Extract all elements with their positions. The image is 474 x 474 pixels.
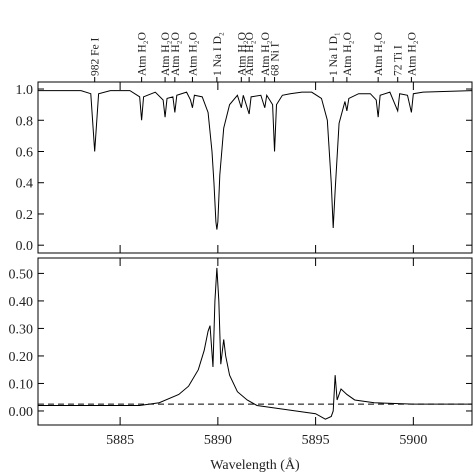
annotation: Atm H₂O xyxy=(137,32,149,76)
annotation: Atm H₂O xyxy=(236,32,248,76)
x-tick-label: 5900 xyxy=(399,433,427,448)
annotation: Atm H₂O xyxy=(170,32,182,76)
x-tick-label: 5895 xyxy=(302,433,330,448)
y-tick-label: 0.40 xyxy=(9,295,34,310)
x-axis-label: Wavelength (Å) xyxy=(210,457,300,473)
annotation: Atm H₂O xyxy=(187,32,199,76)
annotation: Atm H₂O xyxy=(260,32,272,76)
annotation: Atm H₂O xyxy=(244,32,256,76)
bottom-panel-frame xyxy=(37,257,473,426)
y-tick-label: 0.20 xyxy=(9,350,34,365)
annotation: Atm H₂O xyxy=(160,32,172,76)
y-tick-label: 0.50 xyxy=(9,267,34,282)
annotation: 1 Na I D₁ xyxy=(328,32,340,76)
y-tick-label: 1.0 xyxy=(16,83,34,98)
y-tick-label: 0.00 xyxy=(9,405,34,420)
annotation: 1 Na I D₂ xyxy=(212,32,224,76)
top-panel-frame xyxy=(37,81,473,254)
y-tick-label: 0.10 xyxy=(9,377,34,392)
y-tick-label: 0.8 xyxy=(16,114,34,129)
annotation: Atm H₂O xyxy=(342,32,354,76)
annotation: Atm H₂O xyxy=(373,32,385,76)
x-tick-label: 5885 xyxy=(106,433,134,448)
spectrum-line xyxy=(38,90,473,230)
x-tick-label: 5890 xyxy=(204,433,232,448)
y-tick-label: 0.4 xyxy=(16,177,34,192)
y-tick-label: 0.30 xyxy=(9,322,34,337)
y-tick-label: 0.6 xyxy=(16,145,34,160)
annotation: 72 Ti I xyxy=(393,45,405,76)
annotation: Atm H₂O xyxy=(406,32,418,76)
annotation: 982 Fe I xyxy=(90,38,102,77)
annotation: 68 Ni I xyxy=(270,43,282,76)
spectrum-line xyxy=(38,267,472,420)
y-tick-label: 0.2 xyxy=(16,208,34,223)
y-tick-label: 0.0 xyxy=(16,239,34,254)
